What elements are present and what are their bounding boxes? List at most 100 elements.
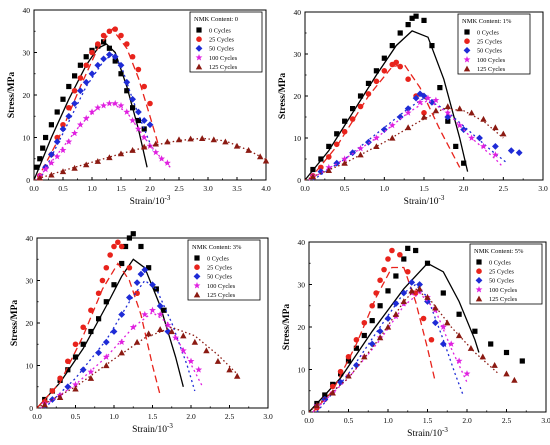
data-point-125-cycles bbox=[175, 136, 183, 143]
data-point-0-cycles bbox=[326, 143, 332, 149]
data-point-0-cycles bbox=[34, 164, 40, 170]
data-point-0-cycles bbox=[88, 328, 94, 335]
data-point-125-cycles bbox=[152, 140, 159, 147]
legend-swatch bbox=[463, 56, 471, 63]
legend-swatch bbox=[475, 286, 483, 293]
chart-title: NMK Content: 1% bbox=[462, 18, 512, 25]
data-point-0-cycles bbox=[141, 126, 147, 132]
data-point-50-cycles bbox=[400, 289, 408, 297]
data-point-50-cycles bbox=[53, 138, 61, 146]
data-point-25-cycles bbox=[111, 243, 117, 250]
x-tick-label: 3.0 bbox=[541, 416, 550, 425]
data-point-25-cycles bbox=[129, 53, 136, 60]
data-point-25-cycles bbox=[369, 302, 376, 309]
data-point-100-cycles bbox=[455, 357, 463, 364]
data-point-50-cycles bbox=[100, 55, 107, 63]
data-point-100-cycles bbox=[105, 99, 113, 107]
data-point-50-cycles bbox=[380, 126, 388, 133]
x-tick-label: 0.0 bbox=[304, 416, 314, 425]
legend-label: 0 Cycles bbox=[207, 255, 229, 262]
x-tick-label: 1.0 bbox=[109, 412, 119, 421]
chart-title: NMK Content: 0 bbox=[194, 16, 238, 23]
legend-swatch bbox=[193, 282, 201, 289]
data-point-100-cycles bbox=[372, 134, 380, 141]
data-point-100-cycles bbox=[187, 357, 195, 365]
y-tick-label: 20 bbox=[26, 319, 34, 328]
data-point-25-cycles bbox=[393, 59, 400, 66]
data-point-25-cycles bbox=[66, 104, 72, 111]
x-tick-label: 1.0 bbox=[87, 184, 97, 193]
legend-swatch bbox=[195, 63, 203, 70]
data-point-0-cycles bbox=[413, 247, 419, 254]
data-point-125-cycles bbox=[71, 164, 78, 171]
legend-label: 0 Cycles bbox=[209, 27, 231, 34]
data-point-100-cycles bbox=[140, 133, 148, 141]
data-point-100-cycles bbox=[94, 104, 102, 111]
data-point-0-cycles bbox=[488, 341, 494, 347]
data-point-125-cycles bbox=[341, 160, 348, 166]
data-point-0-cycles bbox=[318, 156, 324, 162]
data-point-0-cycles bbox=[397, 30, 403, 36]
data-point-100-cycles bbox=[424, 94, 432, 102]
data-point-50-cycles bbox=[432, 319, 439, 327]
fit-curve-50-cycles bbox=[312, 97, 508, 181]
fit-curve-0-cycles bbox=[36, 258, 184, 409]
data-point-25-cycles bbox=[373, 78, 380, 85]
legend-label: 125 Cycles bbox=[489, 296, 518, 303]
data-point-125-cycles bbox=[491, 362, 498, 368]
x-tick-label: 1.5 bbox=[116, 184, 126, 193]
data-point-50-cycles bbox=[333, 159, 341, 167]
data-point-25-cycles bbox=[329, 383, 336, 390]
legend-swatch bbox=[194, 255, 200, 261]
data-point-125-cycles bbox=[36, 174, 43, 181]
data-point-100-cycles bbox=[156, 310, 164, 318]
data-point-25-cycles bbox=[134, 290, 140, 297]
data-point-125-cycles bbox=[424, 294, 431, 300]
data-point-25-cycles bbox=[135, 66, 142, 73]
data-point-100-cycles bbox=[123, 108, 131, 115]
data-point-25-cycles bbox=[421, 110, 427, 116]
y-tick-label: 30 bbox=[26, 276, 34, 285]
data-point-0-cycles bbox=[393, 273, 399, 279]
x-tick-label: 1.5 bbox=[423, 416, 433, 425]
legend-swatch bbox=[475, 277, 483, 284]
data-point-25-cycles bbox=[83, 62, 89, 69]
data-point-50-cycles bbox=[384, 315, 392, 322]
data-point-25-cycles bbox=[405, 76, 411, 82]
data-point-125-cycles bbox=[103, 362, 110, 369]
data-point-100-cycles bbox=[152, 148, 160, 156]
data-point-100-cycles bbox=[118, 338, 126, 346]
data-point-0-cycles bbox=[453, 143, 459, 149]
data-point-125-cycles bbox=[432, 107, 440, 114]
data-point-100-cycles bbox=[195, 366, 203, 373]
data-point-25-cycles bbox=[365, 91, 372, 97]
data-point-0-cycles bbox=[112, 58, 118, 64]
legend-swatch bbox=[196, 27, 202, 33]
x-tick-label: 0.0 bbox=[32, 412, 42, 421]
data-point-100-cycles bbox=[59, 146, 67, 154]
data-point-125-cycles bbox=[245, 147, 252, 153]
y-tick-label: 20 bbox=[294, 92, 302, 101]
data-point-100-cycles bbox=[491, 151, 499, 158]
data-point-50-cycles bbox=[424, 298, 431, 305]
data-point-125-cycles bbox=[420, 113, 428, 120]
chart-panel-4: 0.0 0.5 1.0 1.5 2.0 2.5 3.0 0 10 20 30 40 Strain/10-… bbox=[282, 238, 550, 439]
data-point-0-cycles bbox=[118, 71, 124, 77]
legend-label: 100 Cycles bbox=[209, 55, 238, 62]
data-point-25-cycles bbox=[103, 264, 110, 271]
data-point-50-cycles bbox=[408, 278, 416, 286]
data-point-125-cycles bbox=[187, 135, 194, 142]
data-point-0-cycles bbox=[77, 62, 83, 68]
data-point-125-cycles bbox=[210, 136, 217, 143]
fit-curve-125-cycles bbox=[304, 107, 504, 181]
data-point-0-cycles bbox=[106, 45, 112, 51]
legend-swatch bbox=[193, 291, 201, 298]
data-point-0-cycles bbox=[461, 160, 467, 166]
data-point-50-cycles bbox=[141, 266, 149, 274]
data-point-125-cycles bbox=[118, 349, 125, 356]
data-point-125-cycles bbox=[94, 158, 101, 164]
data-point-50-cycles bbox=[412, 94, 420, 102]
data-point-0-cycles bbox=[83, 54, 89, 60]
y-tick-label: 0 bbox=[26, 176, 30, 185]
data-point-50-cycles bbox=[48, 151, 55, 158]
